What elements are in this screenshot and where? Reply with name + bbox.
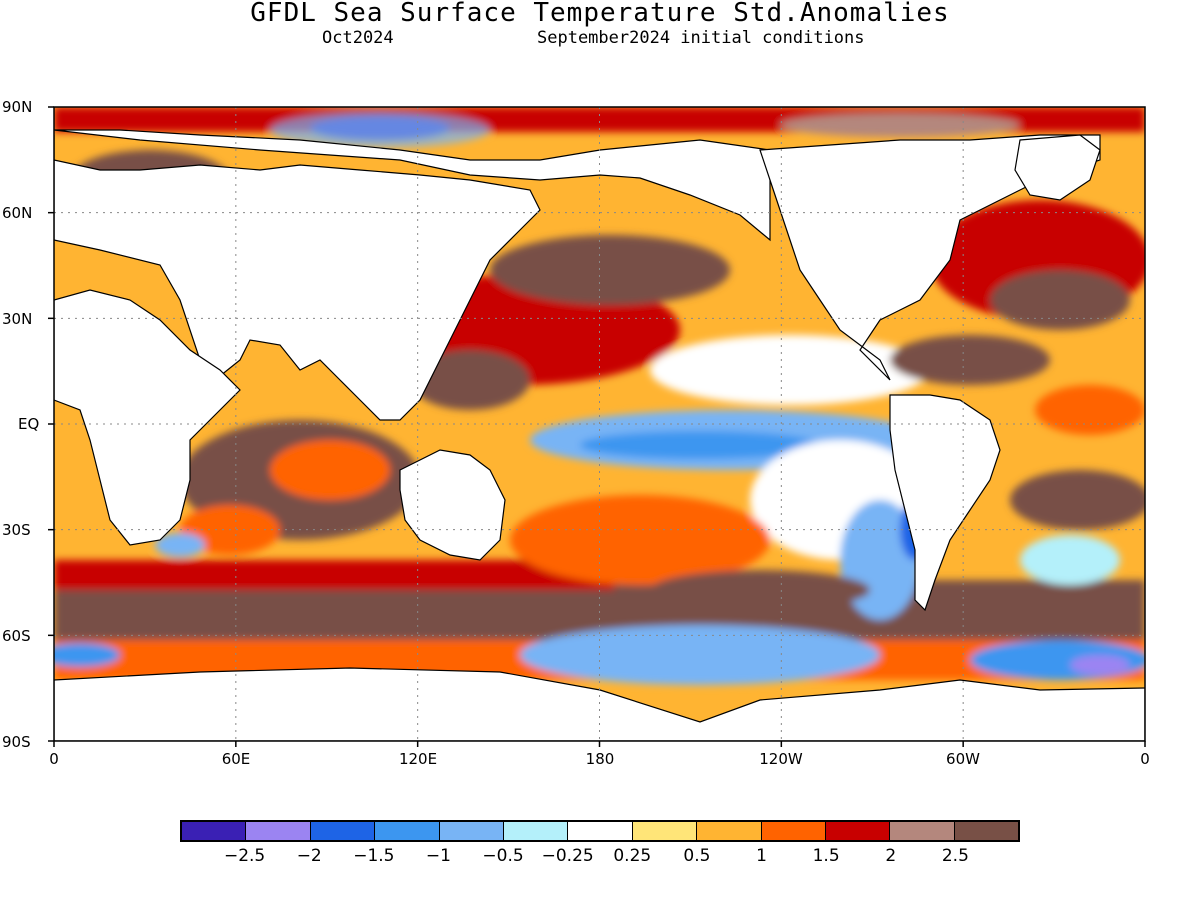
colorbar-swatch — [697, 822, 762, 840]
colorbar-label: −1.5 — [353, 846, 395, 866]
colorbar-swatch — [954, 822, 1019, 840]
lon-label-180: 180 — [585, 750, 615, 768]
lat-label-90s: 90S — [2, 733, 31, 751]
colorbar-swatch — [568, 822, 633, 840]
colorbar-swatch — [890, 822, 955, 840]
colorbar-swatch — [182, 822, 247, 840]
lat-label-eq: EQ — [18, 415, 40, 433]
chart-title: GFDL Sea Surface Temperature Std.Anomali… — [250, 0, 950, 28]
colorbar-label: −2.5 — [223, 846, 266, 866]
lon-label-120w: 120W — [759, 750, 803, 768]
colorbar-swatch — [825, 822, 891, 840]
lat-label-60s: 60S — [2, 627, 31, 645]
colorbar-label: −0.25 — [541, 846, 594, 866]
lat-label-30n: 30N — [2, 310, 33, 328]
lon-label-60w: 60W — [946, 750, 980, 768]
colorbar-swatch — [375, 822, 440, 840]
lon-label-120e: 120E — [398, 750, 438, 768]
australia-landmass — [399, 449, 506, 561]
south-america-landmass — [889, 394, 1001, 612]
lat-label-90n: 90N — [2, 98, 33, 116]
africa-landmass — [54, 289, 241, 546]
colorbar-swatch — [632, 822, 698, 840]
colorbar-label: −1 — [425, 846, 451, 866]
colorbar-swatch — [503, 822, 569, 840]
axis-ticks — [48, 106, 1146, 747]
colorbar-label: 2.5 — [941, 846, 969, 866]
colorbar-label: 2 — [885, 846, 897, 866]
graticule — [54, 107, 1145, 741]
colorbar-swatch — [310, 822, 376, 840]
colorbar-label: 0.25 — [613, 846, 652, 866]
greenland-landmass — [1014, 134, 1101, 201]
lon-label-60e: 60E — [221, 750, 251, 768]
valid-month-label: Oct2024 — [322, 28, 394, 48]
colorbar-label: 0.5 — [683, 846, 711, 866]
colorbar — [180, 820, 1020, 842]
init-conditions-label: September2024 initial conditions — [537, 28, 865, 48]
lon-label-0: 0 — [49, 750, 59, 768]
antarctica-landmass — [54, 667, 1145, 741]
antarctic-cold-patch — [520, 625, 880, 685]
colorbar-label: −2 — [296, 846, 322, 866]
colorbar-label: 1 — [756, 846, 767, 866]
colorbar-swatch — [439, 822, 504, 840]
colorbar-swatch — [761, 822, 826, 840]
colorbar-label: −0.5 — [482, 846, 524, 866]
colorbar-swatch — [246, 822, 311, 840]
colorbar-label: 1.5 — [812, 846, 840, 866]
lat-label-30s: 30S — [2, 521, 31, 539]
lon-label-0-east: 0 — [1140, 750, 1150, 768]
lat-label-60n: 60N — [2, 204, 33, 222]
